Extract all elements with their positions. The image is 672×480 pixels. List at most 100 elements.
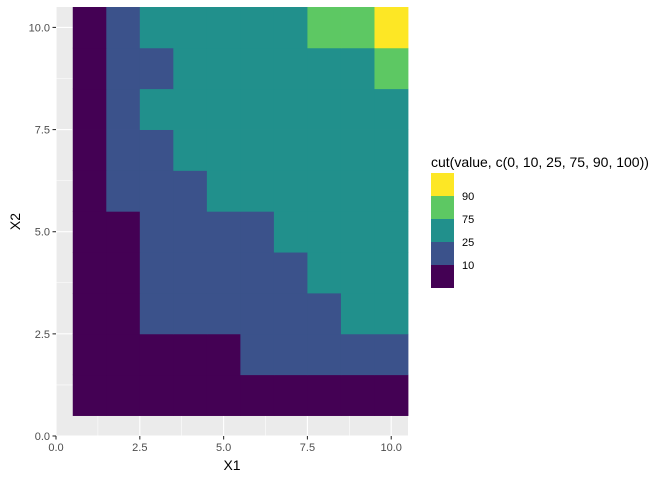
x-tick-label: 0.0 <box>48 442 63 454</box>
heatmap-cell <box>206 211 241 253</box>
heatmap-cell <box>240 129 275 171</box>
axis-ticks <box>52 26 392 440</box>
legend: 90 75 25 10 <box>431 173 474 288</box>
heatmap-cell <box>206 129 241 171</box>
heatmap-cell <box>273 7 308 49</box>
heatmap-cell <box>340 129 375 171</box>
heatmap-cell <box>273 211 308 253</box>
heatmap-cell <box>340 252 375 294</box>
heatmap-cell <box>273 88 308 130</box>
heatmap-cell <box>106 252 141 294</box>
heatmap-cell <box>72 252 107 294</box>
heatmap-cell <box>240 47 275 90</box>
heatmap-cell <box>340 333 375 376</box>
x-tick-label: 7.5 <box>300 442 315 454</box>
legend-title: cut(value, c(0, 10, 25, 75, 90, 100)) <box>431 154 649 170</box>
heatmap-cell <box>307 88 342 130</box>
y-tick-label: 10.0 <box>29 22 50 34</box>
heatmap-cell <box>340 47 375 90</box>
legend-label: 90 <box>462 191 474 203</box>
x-axis-tick-labels: 0.0 2.5 5.0 7.5 10.0 <box>48 442 402 454</box>
heatmap-cell <box>273 333 308 376</box>
heatmap-cell <box>307 7 342 49</box>
heatmap-cell <box>307 374 342 416</box>
y-axis-title: X2 <box>7 213 23 230</box>
heatmap-cell <box>106 374 141 416</box>
legend-label: 10 <box>462 260 474 272</box>
legend-key <box>431 265 454 288</box>
heatmap-cell <box>273 129 308 171</box>
y-tick-label: 5.0 <box>35 227 50 239</box>
heatmap-cell <box>273 170 308 212</box>
heatmap-cell <box>106 88 141 130</box>
heatmap-cell <box>240 88 275 130</box>
heatmap-cell <box>206 293 241 335</box>
heatmap-cell <box>240 293 275 335</box>
heatmap-cell <box>173 333 208 376</box>
heatmap-cell <box>206 333 241 376</box>
heatmap-cell <box>139 88 174 130</box>
heatmap-cell <box>106 333 141 376</box>
heatmap-cell <box>374 129 409 171</box>
heatmap-cell <box>240 211 275 253</box>
heatmap-cell <box>307 129 342 171</box>
heatmap-cell <box>106 7 141 49</box>
heatmap-cell <box>374 170 409 212</box>
heatmap-cell <box>173 374 208 416</box>
heatmap-cell <box>374 211 409 253</box>
heatmap-cell <box>106 129 141 171</box>
heatmap-cell <box>139 293 174 335</box>
heatmap-cell <box>72 211 107 253</box>
heatmap-cell <box>72 293 107 335</box>
legend-key <box>431 196 454 219</box>
heatmap-cell <box>374 374 409 416</box>
heatmap-cells <box>72 7 409 416</box>
heatmap-cell <box>273 293 308 335</box>
heatmap-cell <box>206 374 241 416</box>
heatmap-cell <box>173 129 208 171</box>
y-tick-label: 7.5 <box>35 125 50 137</box>
heatmap-cell <box>139 47 174 90</box>
heatmap-cell <box>340 293 375 335</box>
heatmap-cell <box>139 252 174 294</box>
heatmap-cell <box>374 7 409 49</box>
heatmap-cell <box>374 88 409 130</box>
heatmap-cell <box>206 47 241 90</box>
legend-key <box>431 173 454 196</box>
heatmap-cell <box>139 7 174 49</box>
heatmap-cell <box>340 211 375 253</box>
heatmap-cell <box>273 374 308 416</box>
heatmap-cell <box>173 211 208 253</box>
heatmap-cell <box>374 47 409 90</box>
legend-label: 75 <box>462 214 474 226</box>
heatmap-cell <box>72 7 107 49</box>
heatmap-cell <box>206 170 241 212</box>
heatmap-cell <box>173 293 208 335</box>
heatmap-cell <box>240 252 275 294</box>
heatmap-cell <box>240 7 275 49</box>
heatmap-cell <box>139 333 174 376</box>
heatmap-cell <box>173 7 208 49</box>
heatmap-cell <box>139 374 174 416</box>
heatmap-cell <box>374 333 409 376</box>
x-tick-label: 10.0 <box>381 442 402 454</box>
heatmap-cell <box>206 7 241 49</box>
heatmap-cell <box>72 47 107 90</box>
heatmap-cell <box>240 374 275 416</box>
x-axis-title: X1 <box>223 457 240 473</box>
heatmap-cell <box>206 252 241 294</box>
heatmap-cell <box>72 88 107 130</box>
heatmap-cell <box>307 293 342 335</box>
y-axis-tick-labels: 0.0 2.5 5.0 7.5 10.0 <box>29 22 50 443</box>
y-tick-label: 0.0 <box>35 431 50 443</box>
x-tick-label: 5.0 <box>216 442 231 454</box>
heatmap-cell <box>173 170 208 212</box>
x-tick-label: 2.5 <box>132 442 147 454</box>
heatmap-cell <box>173 252 208 294</box>
y-tick-label: 2.5 <box>35 329 50 341</box>
heatmap-cell <box>139 170 174 212</box>
heatmap-cell <box>106 47 141 90</box>
legend-key <box>431 219 454 242</box>
heatmap-cell <box>106 293 141 335</box>
